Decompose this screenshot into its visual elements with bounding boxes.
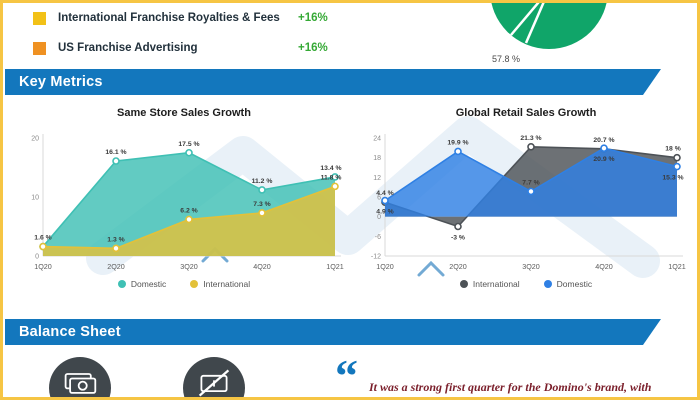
no-debt-icon-circle — [183, 357, 245, 397]
legend-dot-icon — [117, 280, 126, 288]
svg-text:1Q20: 1Q20 — [34, 262, 52, 271]
svg-text:6.2 %: 6.2 % — [180, 207, 197, 214]
legend-dot-icon — [459, 280, 468, 288]
svg-text:20.7 %: 20.7 % — [593, 137, 614, 144]
legend-dot-icon — [190, 280, 199, 288]
legend-international: International — [190, 279, 250, 289]
svg-text:18 %: 18 % — [665, 146, 681, 153]
same-store-sales-chart: Same Store Sales Growth 0 10 20 1Q20 2Q20 3Q2… — [17, 107, 351, 289]
pie-slice-divider — [510, 3, 545, 44]
svg-text:4Q20: 4Q20 — [595, 262, 613, 271]
svg-text:1Q21: 1Q21 — [326, 262, 344, 271]
global-retail-sales-chart: Global Retail Sales Growth -12 -6 0 6 12 18 24… — [359, 107, 693, 289]
svg-text:20: 20 — [31, 136, 39, 143]
svg-text:13.4 %: 13.4 % — [320, 165, 341, 172]
svg-text:2Q20: 2Q20 — [449, 262, 467, 271]
svg-text:4.9 %: 4.9 % — [376, 209, 393, 216]
pie-slice-label: 57.8 % — [492, 54, 521, 64]
svg-text:-12: -12 — [371, 254, 381, 261]
svg-text:15.3 %: 15.3 % — [662, 175, 683, 182]
quote-text: It was a strong first quarter for the Do… — [369, 380, 652, 394]
section-header-key-metrics: Key Metrics — [5, 69, 661, 95]
legend-domestic: Domestic — [117, 279, 166, 289]
svg-text:20.9 %: 20.9 % — [593, 156, 614, 163]
chart-title: Global Retail Sales Growth — [455, 107, 597, 119]
legend-label: US Franchise Advertising — [58, 42, 198, 54]
svg-text:12: 12 — [373, 175, 381, 182]
svg-text:3Q20: 3Q20 — [522, 262, 540, 271]
chart-canvas-same-store: 0 10 20 1Q20 2Q20 3Q20 4Q20 1Q21 1.6 % 16.1 % 17.5… — [31, 134, 344, 271]
chart-title: Same Store Sales Growth — [117, 107, 251, 119]
svg-text:2Q20: 2Q20 — [107, 262, 125, 271]
svg-text:1Q20: 1Q20 — [376, 262, 394, 271]
svg-text:4.4 %: 4.4 % — [376, 190, 393, 197]
svg-text:1.3 %: 1.3 % — [107, 236, 124, 243]
legend-domestic: Domestic — [543, 279, 592, 289]
legend-change: +16% — [298, 42, 328, 54]
legend-dot-icon — [543, 280, 552, 288]
legend-international: International — [459, 279, 520, 289]
svg-text:10: 10 — [31, 195, 39, 202]
chart-legend: International Domestic — [359, 279, 693, 289]
no-debt-icon — [198, 369, 230, 397]
svg-text:19.9 %: 19.9 % — [447, 139, 468, 146]
svg-text:11.8 %: 11.8 % — [321, 174, 342, 181]
svg-text:24: 24 — [373, 136, 381, 143]
legend-swatch — [33, 41, 46, 55]
svg-text:1.6 %: 1.6 % — [34, 235, 51, 242]
svg-text:3Q20: 3Q20 — [180, 262, 198, 271]
svg-text:-3 %: -3 % — [451, 235, 465, 242]
legend-item-us-advertising: US Franchise Advertising +16% — [33, 37, 328, 59]
cash-icon-circle — [49, 357, 111, 397]
svg-text:0: 0 — [35, 254, 39, 261]
svg-text:4Q20: 4Q20 — [253, 262, 271, 271]
legend-swatch — [33, 11, 46, 25]
section-header-balance-sheet: Balance Sheet — [5, 319, 661, 345]
svg-text:11.2 %: 11.2 % — [252, 178, 273, 185]
svg-text:16.1 %: 16.1 % — [105, 149, 126, 156]
svg-text:1Q21: 1Q21 — [668, 262, 686, 271]
svg-text:17.5 %: 17.5 % — [178, 141, 199, 148]
quote-mark: “ — [335, 350, 358, 400]
legend-item-international-royalties: International Franchise Royalties & Fees… — [33, 7, 328, 29]
section-title: Key Metrics — [19, 74, 103, 90]
svg-text:18: 18 — [373, 155, 381, 162]
svg-text:7.7 %: 7.7 % — [522, 179, 539, 186]
svg-text:-6: -6 — [375, 234, 381, 241]
legend-change: +16% — [298, 12, 328, 24]
chart-legend: Domestic International — [17, 279, 351, 289]
section-title: Balance Sheet — [19, 324, 121, 340]
svg-text:21.3 %: 21.3 % — [520, 135, 541, 142]
svg-text:7.3 %: 7.3 % — [253, 201, 270, 208]
cash-icon — [64, 373, 97, 394]
legend-label: International Franchise Royalties & Fees — [58, 12, 280, 24]
